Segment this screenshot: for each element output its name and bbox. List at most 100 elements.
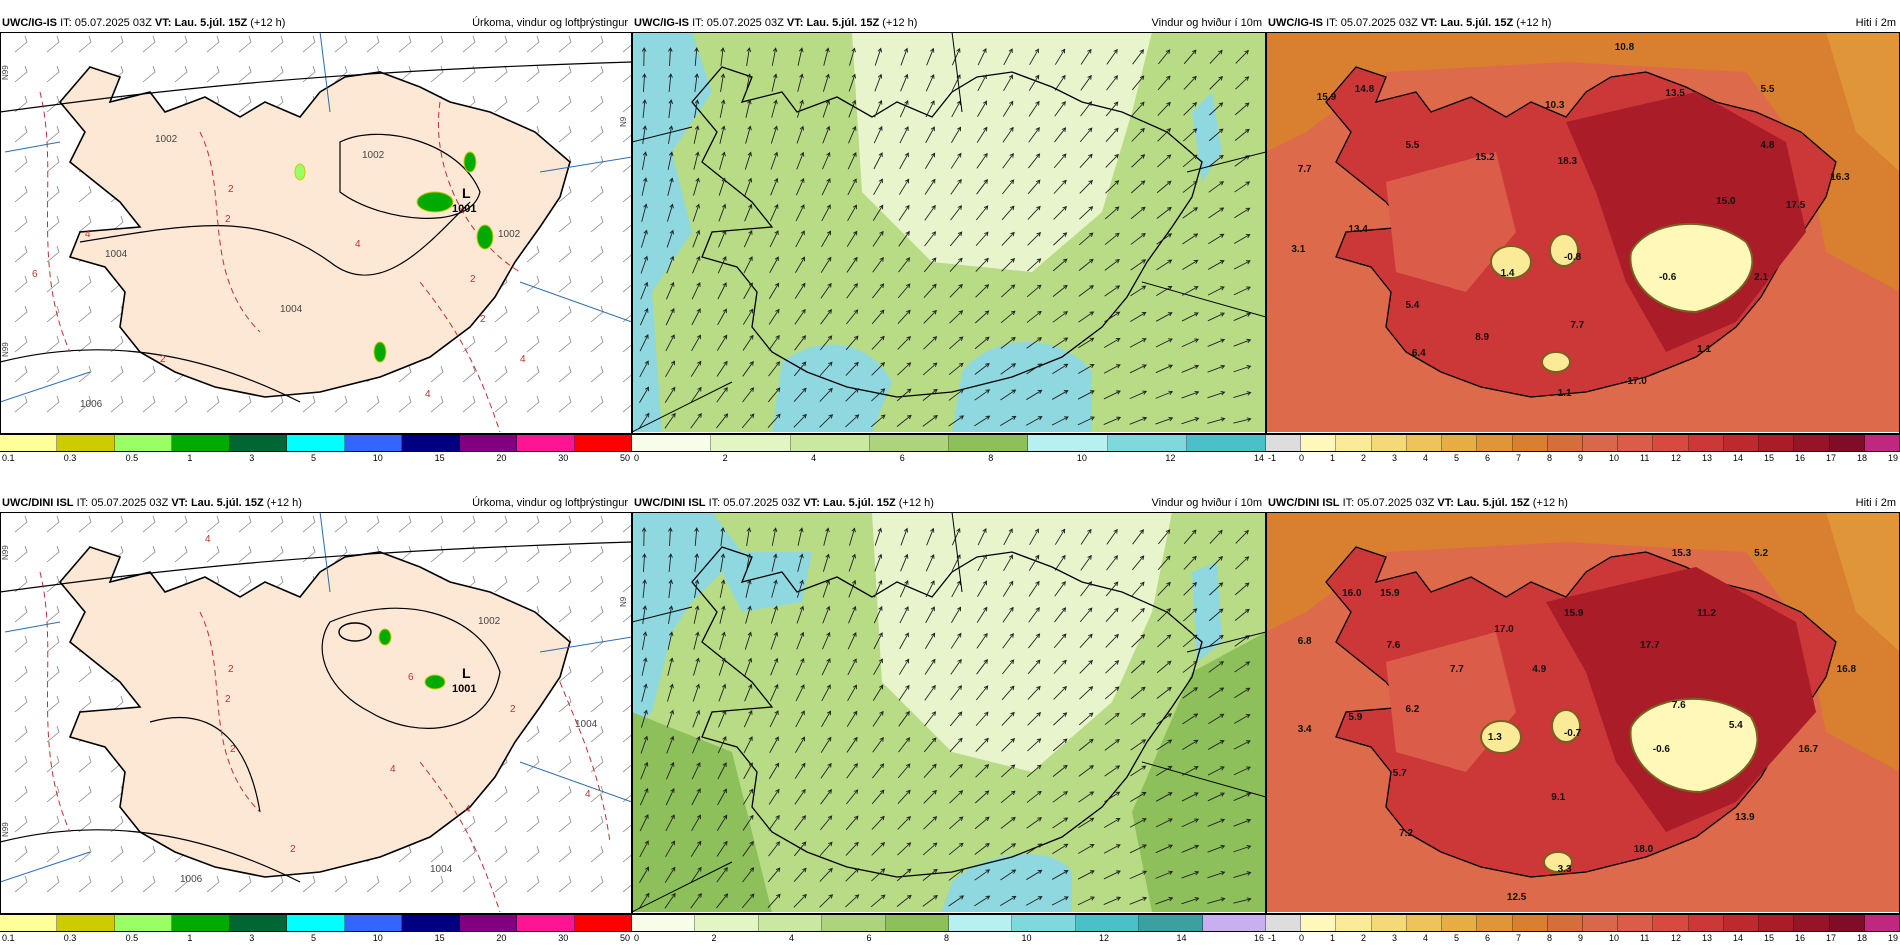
legend-swatch: [1759, 915, 1795, 931]
isobar-label: 1004: [105, 249, 128, 260]
temperature-value: 5.2: [1754, 548, 1768, 559]
legend-tick-label: 9: [1578, 933, 1584, 943]
lead-time: (+12 h): [1532, 497, 1568, 509]
legend-tick-label: 0.5: [125, 933, 139, 943]
temperature-value: 7.2: [1399, 828, 1413, 839]
legend-swatch: [1266, 435, 1302, 451]
legend-tick-label: 11: [1640, 933, 1650, 943]
legend-tick-label: 4: [811, 453, 817, 463]
legend-swatch: [287, 915, 345, 931]
legend-swatch: [1266, 915, 1302, 931]
legend-tick-label: 8: [988, 453, 994, 463]
temperature-value: 7.6: [1386, 640, 1400, 651]
temperature-value: 5.9: [1348, 712, 1362, 723]
panel-title: Vindur og hviður í 10m: [1151, 17, 1262, 29]
legend-tick-label: -1: [1268, 453, 1277, 463]
legend-swatch: [1301, 435, 1337, 451]
temperature-value: 1.4: [1501, 268, 1515, 279]
grid-label: N99: [1, 342, 10, 357]
model-name: UWC/DINI ISL: [634, 497, 706, 509]
model-name: UWC/DINI ISL: [2, 497, 74, 509]
legend-tick-label: 1: [187, 933, 193, 943]
legend-swatch: [711, 435, 791, 451]
isobar-label: 1002: [362, 150, 385, 161]
vt-value: Lau. 5.júl. 15Z: [1440, 17, 1514, 29]
legend-tick-label: 16: [1795, 933, 1806, 943]
temperature-value: 17.5: [1786, 200, 1806, 211]
temperature-value: 6.4: [1412, 348, 1426, 359]
low-pressure-label: L: [462, 185, 471, 201]
legend-swatch: [790, 435, 870, 451]
legend-swatch: [287, 435, 345, 451]
legend-swatch: [1723, 435, 1760, 451]
temperature-value: -0.8: [1564, 252, 1582, 263]
row2-precip-panel: UWC/DINI ISL IT: 05.07.2025 03Z VT: Lau.…: [0, 494, 632, 946]
legend-swatch: [1547, 915, 1583, 931]
temperature-value: 6.8: [1298, 636, 1312, 647]
legend-tick-label: 20: [496, 933, 507, 943]
legend-swatch: [574, 435, 632, 451]
legend-swatch: [1547, 435, 1583, 451]
temp-contour-label: 2: [228, 664, 234, 675]
temp-contour-label: 6: [408, 672, 414, 683]
legend-tick-label: 0: [634, 933, 640, 943]
panel-header: UWC/IG-IS IT: 05.07.2025 03Z VT: Lau. 5.…: [632, 14, 1266, 32]
temperature-values: 10.8 14.8 15.9 13.5 5.5 10.3 5.5 15.2 18.3 4.8 7.7…: [1291, 42, 1850, 399]
legend-tick-label: 0.3: [63, 933, 77, 943]
legend-tick-label: 2: [1361, 453, 1367, 463]
lead-time: (+12 h): [882, 17, 918, 29]
legend-swatch: [1794, 915, 1830, 931]
legend-swatch: [459, 915, 518, 931]
legend-swatch: [1477, 435, 1513, 451]
legend-tick-label: 16: [1254, 933, 1265, 943]
legend-tick-label: 15: [1764, 933, 1775, 943]
vt-label: VT:: [803, 497, 820, 509]
grid-label: N9: [619, 596, 628, 607]
row2-wind-panel: UWC/DINI ISL IT: 05.07.2025 03Z VT: Lau.…: [632, 494, 1267, 946]
legend-tick-label: 2: [1361, 933, 1367, 943]
legend-swatch: [869, 435, 949, 451]
legend-tick-label: 4: [789, 933, 795, 943]
temperature-value: 15.0: [1716, 196, 1736, 207]
legend-tick-label: 10: [1021, 933, 1032, 943]
legend-swatch: [402, 915, 460, 931]
legend-swatch: [1618, 915, 1654, 931]
isobar-label: 1002: [155, 134, 178, 145]
temp-legend-ticks: -1 0 1 2 3 4 5 6 7 8 9 10 11 12 13 14 15 16 17 18 19: [1266, 933, 1900, 945]
grid-label: N99: [1, 545, 10, 560]
temperature-value: 10.8: [1615, 42, 1635, 53]
temperature-value: 4.8: [1761, 140, 1775, 151]
legend-tick-label: 18: [1857, 933, 1868, 943]
legend-swatch: [114, 435, 173, 451]
vt-label: VT:: [154, 17, 172, 29]
temperature-value: 5.4: [1405, 300, 1419, 311]
legend-swatch: [1582, 915, 1619, 931]
temp-contour-label: 4: [355, 239, 361, 250]
temperature-value: 7.6: [1672, 700, 1686, 711]
low-pressure-value: 1001: [452, 683, 476, 695]
temperature-value: 7.7: [1298, 164, 1312, 175]
temp-legend-bar: [1266, 914, 1900, 932]
legend-swatch: [57, 435, 115, 451]
legend-swatch: [822, 915, 886, 931]
temperature-value: 12.5: [1507, 892, 1527, 903]
wind-legend-bar: [632, 434, 1266, 452]
legend-tick-label: 16: [1795, 453, 1806, 463]
temp-contour-label: 4: [205, 534, 211, 545]
temperature-value: -0.6: [1659, 272, 1677, 283]
it-value: 05.07.2025 03Z: [74, 17, 152, 29]
legend-tick-label: 10: [372, 453, 383, 463]
wind-map: [632, 512, 1266, 912]
legend-tick-label: 17: [1826, 453, 1837, 463]
panel-title: Úrkoma, vindur og loftþrýstingur: [472, 497, 628, 509]
isobar-label: 1004: [280, 304, 303, 315]
legend-tick-label: 5: [311, 453, 317, 463]
temp-contour-label: 2: [228, 184, 234, 195]
panel-title: Hiti í 2m: [1855, 17, 1896, 29]
legend-tick-label: 20: [496, 453, 507, 463]
legend-tick-label: 30: [558, 933, 569, 943]
temperature-value: 13.4: [1348, 224, 1368, 235]
temperature-value: 9.1: [1551, 792, 1565, 803]
temperature-value: 7.7: [1450, 664, 1464, 675]
temp-contour-label: 4: [465, 804, 471, 815]
